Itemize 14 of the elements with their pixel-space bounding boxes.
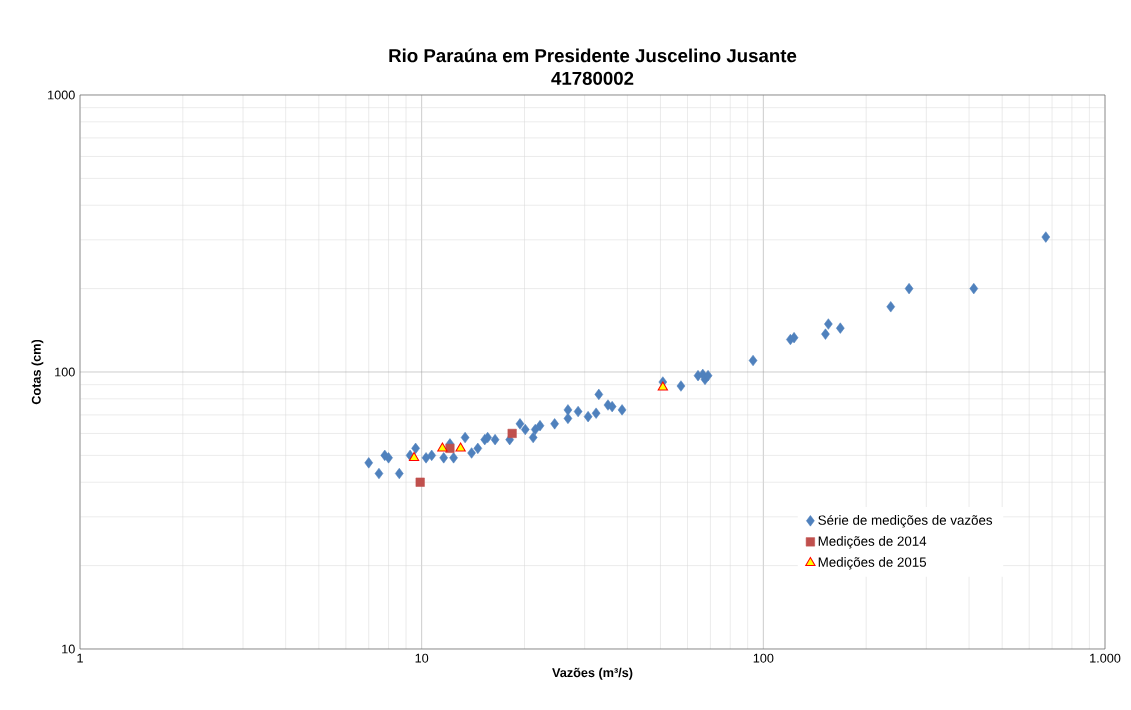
x-axis-title: Vazões (m³/s) (552, 667, 633, 680)
y-tick-label: 1000 (48, 90, 75, 100)
y-tick-label: 10 (62, 644, 75, 654)
legend-label: Medições de 2014 (818, 536, 927, 549)
chart-title: Rio Paraúna em Presidente Juscelino Jusante (389, 48, 797, 63)
x-tick-label: 1.000 (1090, 653, 1121, 663)
x-tick-label: 1 (77, 653, 83, 663)
legend-label: Série de medições de vazões (818, 514, 993, 528)
chart-subtitle: 41780002 (551, 71, 634, 85)
x-tick-label: 10 (415, 653, 429, 663)
y-axis-title: Cotas (cm) (31, 339, 44, 405)
legend-label: Medições de 2015 (818, 557, 927, 570)
x-tick-label: 100 (753, 653, 774, 663)
y-tick-label: 100 (55, 367, 75, 377)
